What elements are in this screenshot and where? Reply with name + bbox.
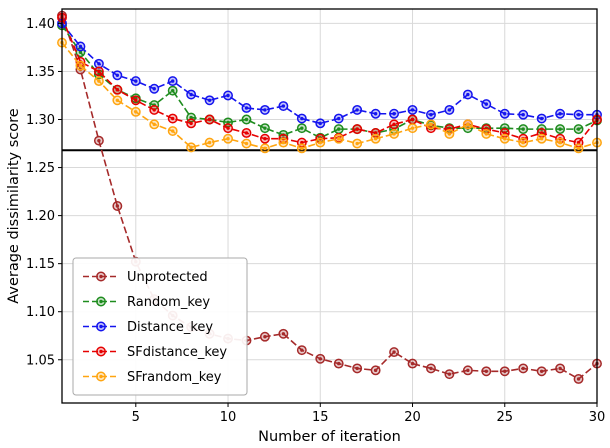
y-axis-label: Average dissimilarity score: [6, 108, 22, 304]
x-tick-label: 25: [496, 410, 513, 425]
legend-entry-sfrandom_key: SFrandom_key: [83, 370, 222, 385]
legend: Unprotected Random_key Distance_key SFdista…: [72, 257, 248, 396]
legend-label: Random_key: [127, 295, 210, 310]
y-tick-label: 1.40: [26, 17, 55, 32]
legend-entry-sfdistance_key: SFdistance_key: [83, 345, 227, 360]
x-tick-label: 30: [589, 410, 606, 425]
x-axis-label: Number of iteration: [258, 429, 401, 445]
legend-label: Distance_key: [127, 320, 213, 335]
y-tick-label: 1.05: [26, 353, 55, 368]
legend-entry-random_key: Random_key: [83, 295, 210, 310]
series-distance_key: [57, 18, 602, 129]
y-tick-label: 1.10: [26, 305, 55, 320]
y-tick-label: 1.35: [26, 65, 55, 80]
y-tick-label: 1.15: [26, 257, 55, 272]
legend-label: SFdistance_key: [127, 345, 227, 360]
legend-label: SFrandom_key: [127, 370, 222, 385]
legend-entry-unprotected: Unprotected: [83, 270, 208, 285]
axis-ticks: 5 10 15 20 25 30 1.05 1.10 1.15 1.20 1.25 1.30 1.35 1…: [26, 17, 605, 425]
y-tick-label: 1.25: [26, 161, 55, 176]
y-tick-label: 1.30: [26, 113, 55, 128]
legend-label: Unprotected: [127, 270, 208, 285]
plot-border: [61, 8, 598, 404]
series-sfrandom_key: [57, 37, 602, 154]
x-tick-label: 15: [312, 410, 329, 425]
legend-box: [72, 257, 248, 396]
legend-entry-distance_key: Distance_key: [83, 320, 213, 335]
x-tick-label: 20: [404, 410, 421, 425]
y-tick-label: 1.20: [26, 209, 55, 224]
x-tick-label: 5: [132, 410, 140, 425]
x-tick-label: 10: [220, 410, 237, 425]
